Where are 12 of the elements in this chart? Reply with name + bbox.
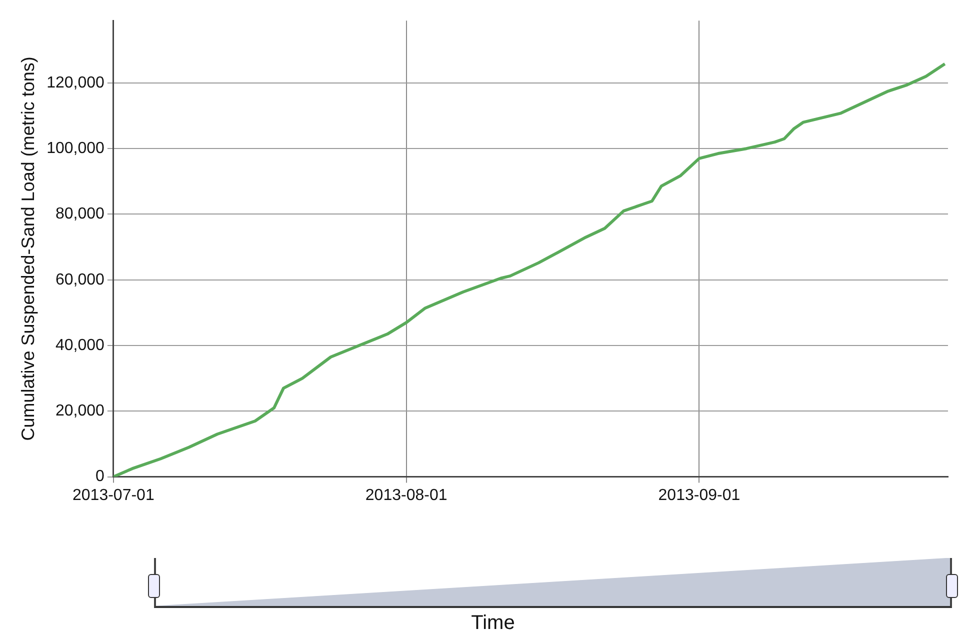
x-tick-label: 2013-07-01 [72, 486, 154, 504]
x-tick-label: 2013-08-01 [365, 486, 448, 504]
x-tick-label: 2013-09-01 [658, 486, 740, 504]
y-tick-label: 20,000 [56, 402, 105, 420]
y-axis-title: Cumulative Suspended-Sand Load (metric tons) [18, 56, 38, 441]
y-tick-label: 80,000 [56, 206, 105, 223]
y-tick-label: 100,000 [46, 140, 105, 158]
y-tick-label: 0 [96, 468, 105, 486]
y-tick-label: 40,000 [56, 336, 105, 354]
y-tick-label: 60,000 [56, 271, 105, 288]
text: Time [470, 612, 516, 632]
y-tick-label: 120,000 [46, 74, 105, 92]
